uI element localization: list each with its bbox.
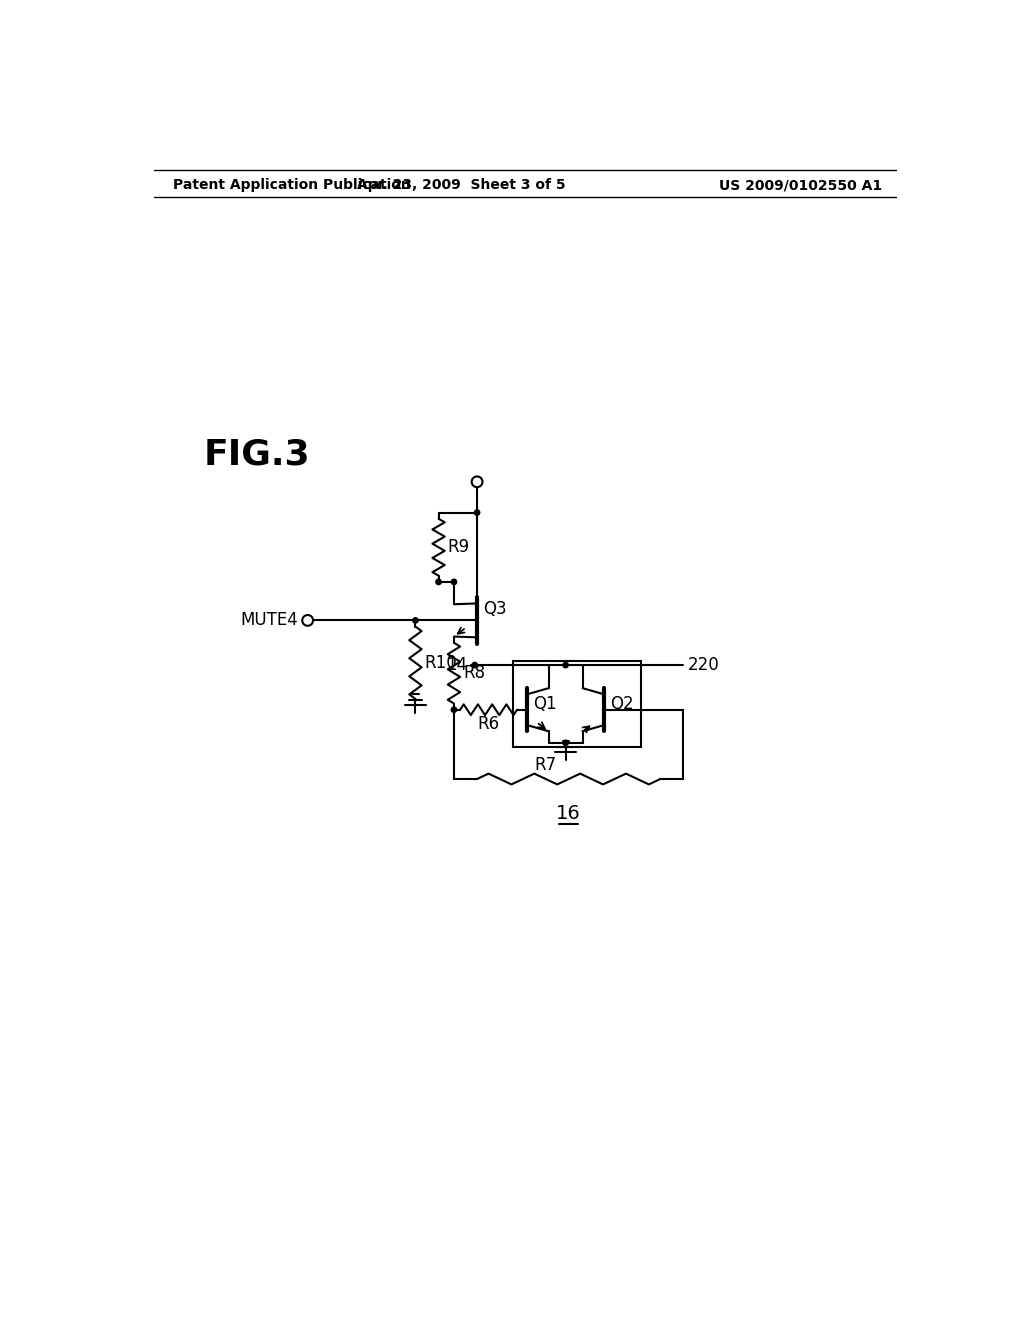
Text: R10: R10 — [425, 653, 458, 672]
Text: R7: R7 — [535, 756, 557, 774]
Text: Q3: Q3 — [483, 599, 507, 618]
Circle shape — [563, 741, 568, 746]
Circle shape — [474, 510, 480, 515]
Text: Apr. 23, 2009  Sheet 3 of 5: Apr. 23, 2009 Sheet 3 of 5 — [357, 178, 566, 193]
Text: Q1: Q1 — [534, 694, 557, 713]
Text: 14: 14 — [445, 656, 467, 675]
Text: FIG.3: FIG.3 — [204, 438, 310, 471]
Text: 16: 16 — [556, 804, 581, 824]
Text: R6: R6 — [477, 714, 500, 733]
Circle shape — [452, 579, 457, 585]
Text: Patent Application Publication: Patent Application Publication — [173, 178, 411, 193]
Bar — [513, 661, 641, 747]
Text: Q2: Q2 — [610, 694, 634, 713]
Circle shape — [563, 663, 568, 668]
Text: 220: 220 — [687, 656, 719, 675]
Circle shape — [436, 579, 441, 585]
Circle shape — [472, 663, 477, 668]
Circle shape — [452, 708, 457, 713]
Text: R9: R9 — [447, 539, 470, 556]
Circle shape — [413, 618, 418, 623]
Text: US 2009/0102550 A1: US 2009/0102550 A1 — [719, 178, 882, 193]
Text: MUTE4: MUTE4 — [241, 611, 298, 630]
Text: R8: R8 — [463, 664, 485, 682]
